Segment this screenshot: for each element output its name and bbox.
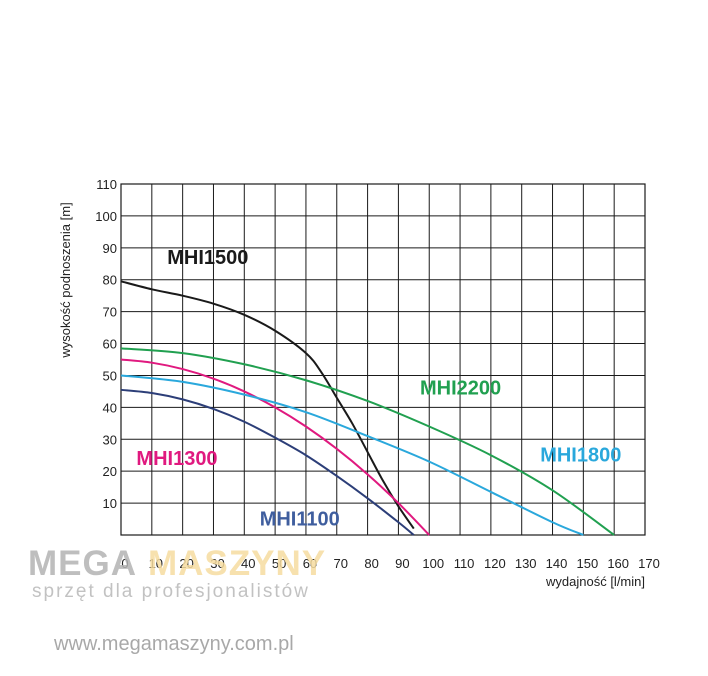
series-label-mhi1100: MHI1100: [260, 508, 340, 530]
y-tick-label: 60: [103, 337, 117, 352]
series-line-mhi2200: [120, 347, 615, 536]
x-tick-label: 120: [484, 556, 506, 571]
series-label-mhi2200: MHI2200: [420, 378, 501, 400]
y-tick-label: 10: [103, 496, 117, 511]
x-tick-label: 130: [515, 556, 537, 571]
series-line-mhi1100: [120, 388, 415, 536]
chart-series-lines: [120, 280, 615, 536]
y-tick-label: 80: [103, 273, 117, 288]
y-tick-label: 110: [96, 177, 117, 192]
watermark-url: www.megamaszyny.com.pl: [53, 633, 294, 655]
y-tick-label: 100: [95, 209, 117, 224]
series-label-mhi1800: MHI1800: [540, 445, 621, 467]
x-tick-label: 10: [149, 556, 163, 571]
series-line-mhi1800: [120, 374, 584, 536]
series-line-mhi1500: [120, 280, 415, 530]
y-tick-label: 50: [103, 368, 117, 383]
series-line-mhi1300: [120, 358, 430, 536]
watermark-slogan: sprzęt dla profesjonalistów: [32, 581, 310, 602]
watermark-brand-maszyny: MASZYNY: [148, 544, 326, 583]
x-axis-title: wydajność [l/min]: [545, 574, 645, 589]
x-tick-label: 0: [121, 556, 128, 571]
x-tick-label: 110: [454, 556, 475, 571]
y-axis-title: wysokość podnoszenia [m]: [58, 202, 73, 358]
chart-grid: [120, 183, 646, 536]
x-tick-label: 40: [241, 556, 255, 571]
x-tick-label: 70: [334, 556, 348, 571]
watermark-logo: MEGA MASZYNY sprzęt dla profesjonalistów…: [28, 544, 326, 655]
x-tick-label: 100: [422, 556, 444, 571]
x-axis-ticks: 0 10 20 30 40 50 60 70 80 90 100 110 120 130 140 150 160…: [121, 556, 659, 571]
x-tick-label: 160: [607, 556, 629, 571]
x-tick-label: 50: [272, 556, 286, 571]
x-tick-label: 20: [179, 556, 193, 571]
y-tick-label: 90: [103, 241, 117, 256]
series-label-mhi1500: MHI1500: [167, 247, 248, 269]
x-tick-label: 80: [364, 556, 378, 571]
y-tick-label: 20: [103, 464, 117, 479]
y-tick-label: 40: [103, 400, 117, 415]
series-label-mhi1300: MHI1300: [136, 448, 217, 470]
watermark-brand-mega: MEGA: [28, 544, 137, 583]
x-tick-label: 150: [577, 556, 599, 571]
x-tick-label: 30: [210, 556, 224, 571]
x-tick-label: 140: [546, 556, 568, 571]
y-tick-label: 30: [103, 432, 117, 447]
chart-series-labels: MHI1500 MHI2200 MHI1300 MHI1800 MHI1100: [136, 247, 621, 531]
y-tick-label: 70: [103, 305, 117, 320]
x-tick-label: 170: [638, 556, 660, 571]
x-tick-label: 60: [303, 556, 317, 571]
y-axis-ticks: 10 20 30 40 50 60 70 80 90 100 110: [95, 177, 117, 511]
x-tick-label: 90: [395, 556, 409, 571]
